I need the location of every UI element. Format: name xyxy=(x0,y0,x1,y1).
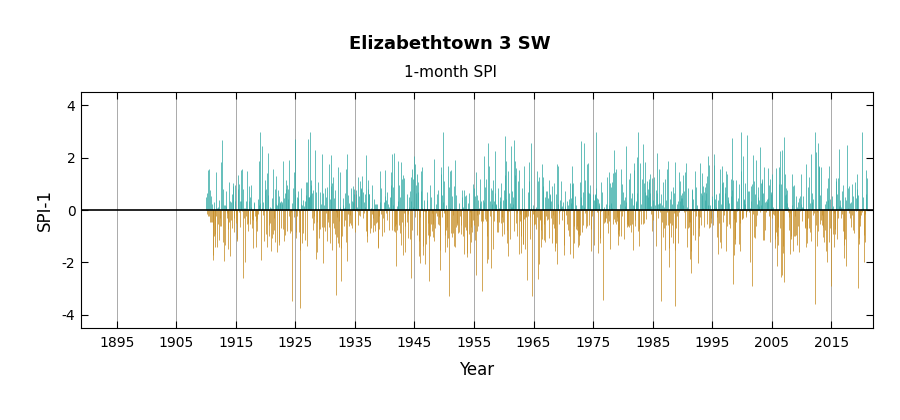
Text: Elizabethtown 3 SW: Elizabethtown 3 SW xyxy=(349,35,551,53)
Y-axis label: SPI-1: SPI-1 xyxy=(35,189,53,231)
X-axis label: Year: Year xyxy=(459,361,495,379)
Text: 1-month SPI: 1-month SPI xyxy=(403,65,497,80)
